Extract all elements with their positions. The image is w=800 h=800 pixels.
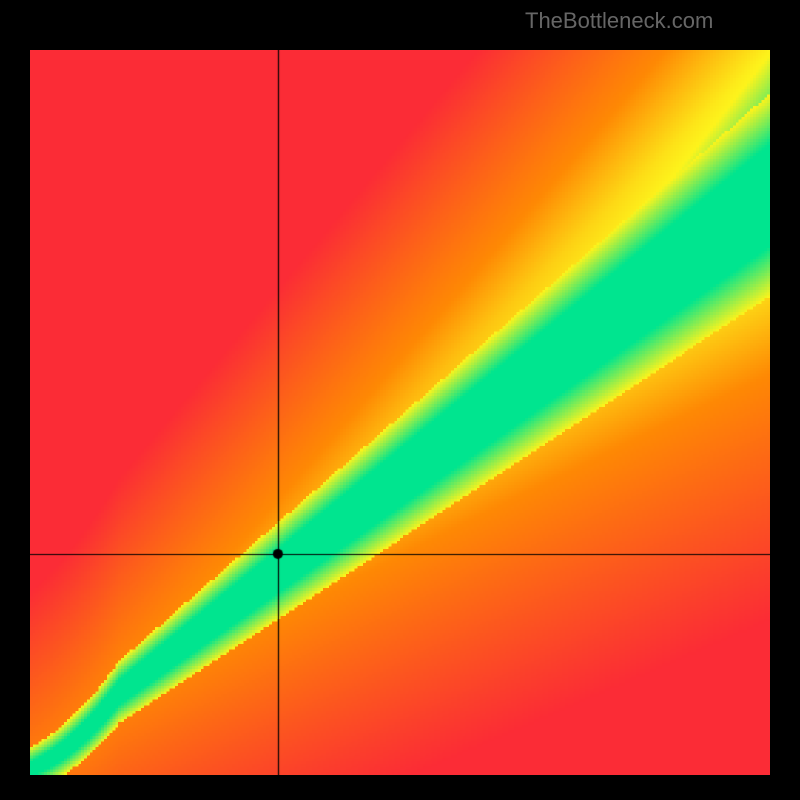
- crosshair-overlay: [30, 50, 770, 775]
- watermark-text: TheBottleneck.com: [525, 8, 713, 34]
